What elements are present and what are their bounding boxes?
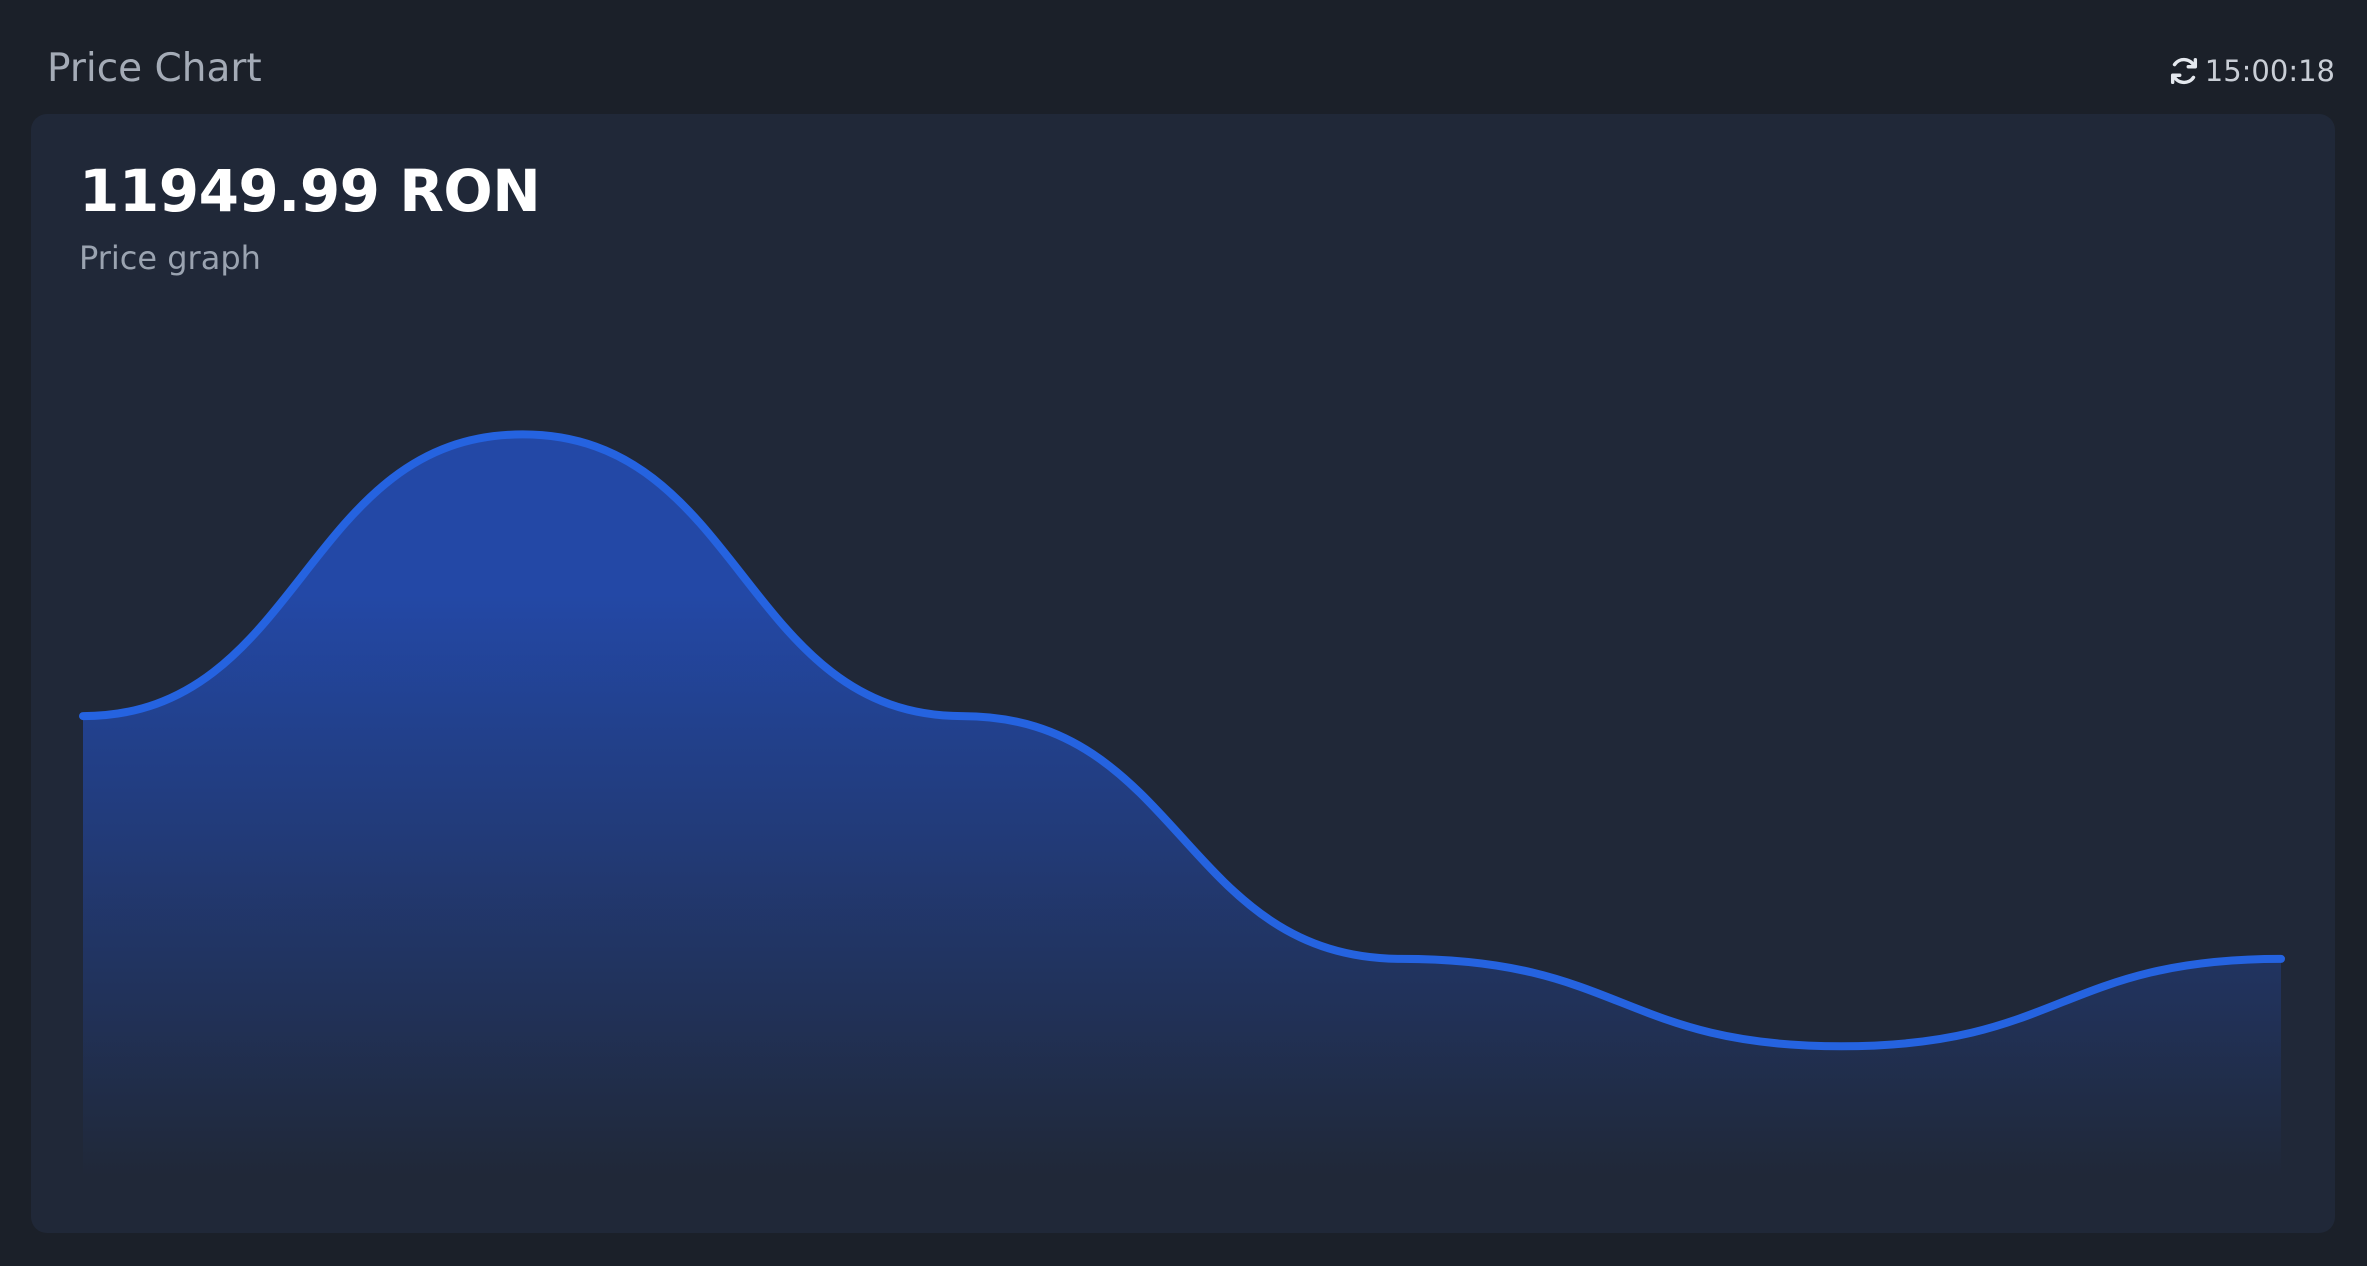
current-price: 11949.99 RON xyxy=(79,157,541,225)
price-card: 11949.99 RON Price graph xyxy=(31,114,2335,1233)
refresh-icon xyxy=(2170,57,2197,85)
refresh-button[interactable]: 15:00:18 xyxy=(2167,51,2335,91)
header: Price Chart 15:00:18 xyxy=(0,0,2367,114)
chart-area xyxy=(83,434,2281,1233)
refresh-time: 15:00:18 xyxy=(2204,54,2335,88)
price-chart xyxy=(79,430,2285,1233)
page-title: Price Chart xyxy=(47,46,262,91)
chart-line xyxy=(79,430,2285,1051)
chart-subtitle: Price graph xyxy=(79,239,261,277)
